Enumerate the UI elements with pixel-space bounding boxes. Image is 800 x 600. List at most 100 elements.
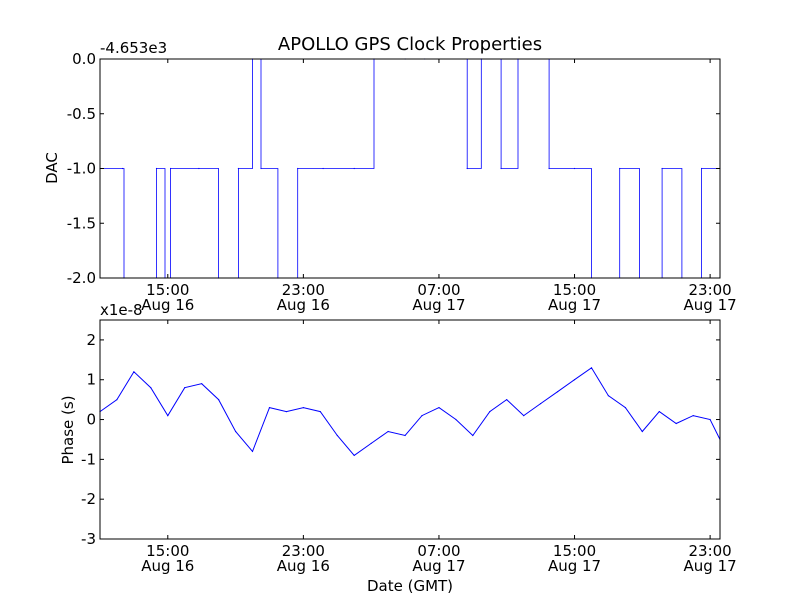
phase-data-point [455,418,457,421]
phase-data-point [438,407,440,409]
dac-data-point [122,167,124,170]
phase-data-point [353,454,355,456]
phase-data-point [675,422,677,425]
dac-data-point [466,167,468,170]
dac-data-point [701,167,703,170]
dac-xtick-label-date: Aug 17 [412,296,465,314]
phase-data-point [523,415,525,417]
figure-title: APOLLO GPS Clock Properties [278,34,542,55]
dac-xtick-label-date: Aug 16 [277,296,330,314]
phase-data-point [573,379,576,381]
dac-xtick-label-date: Aug 16 [141,296,194,314]
phase-data-point [472,434,474,437]
dac-ytick-label: 0.0 [72,50,96,68]
phase-ytick-label: 1 [86,371,96,389]
phase-xtick-label-date: Aug 16 [141,557,194,575]
dac-data-point [353,167,355,170]
phase-data-point [116,399,118,401]
phase-data-point [370,442,372,444]
phase-xtick-label-time: 23:00 [282,542,325,560]
phase-data-point [285,411,287,413]
phase-series-layer [99,367,721,457]
phase-xtick-label-time: 15:00 [553,542,596,560]
phase-data-point [387,430,389,433]
phase-data-point [235,430,237,433]
dac-data-point [297,167,299,170]
dac-ytick-label: -1.5 [67,214,96,232]
dac-data-point [661,167,663,170]
dac-data-point [500,167,502,170]
phase-ytick-label: 2 [86,331,96,349]
phase-data-point [218,399,220,401]
phase-ytick-label: 0 [86,411,96,429]
dac-ytick-label: -2.0 [67,269,96,287]
phase-yticks: 2 1 0 -1 -2 -3 [81,331,720,548]
dac-data-point [573,167,576,170]
phase-xlabel: Date (GMT) [367,577,453,595]
phase-data-point [336,434,338,437]
phase-xtick-label-time: 15:00 [146,542,189,560]
dac-xtick-label-time: 07:00 [417,281,460,299]
dac-data-point [155,167,158,170]
phase-data-point [658,411,660,413]
phase-offset-text: x1e-8 [100,301,143,319]
phase-ylabel: Phase (s) [59,395,77,464]
dac-ylabel: DAC [43,152,61,184]
phase-ytick-label: -3 [81,530,96,548]
phase-xtick-label-date: Aug 17 [684,557,737,575]
phase-ytick-label: -1 [81,450,96,468]
dac-xtick-label-date: Aug 17 [548,296,601,314]
dac-xtick-label-time: 23:00 [282,281,325,299]
dac-xtick-label-date: Aug 17 [684,296,737,314]
dac-offset-text: -4.653e3 [100,39,167,57]
phase-data-point [692,415,694,417]
phase-data-point [506,399,508,401]
phase-data-point [641,430,643,433]
phase-data-point [167,415,169,417]
dac-data-point [322,167,324,170]
phase-data-point [607,395,610,397]
phase-data-point [421,415,423,417]
dac-ytick-label: -1.0 [67,160,96,178]
phase-data-point [251,450,254,452]
phase-data-point [201,383,203,385]
phase-data-point [590,367,593,369]
dac-data-point [237,167,239,170]
dac-ytick-label: -0.5 [67,105,96,123]
phase-data-point [133,371,135,373]
dac-data-point [260,167,262,170]
phase-ytick-label: -2 [81,490,96,508]
phase-data-point [624,407,627,409]
phase-data-point [268,407,271,409]
dac-xtick-label-time: 23:00 [688,281,731,299]
phase-data-point [489,411,491,413]
phase-data-point [184,387,186,389]
dac-yticks: 0.0 -0.5 -1.0 -1.5 -2.0 [67,50,720,287]
phase-data-point [709,418,711,421]
phase-xtick-label-time: 07:00 [417,542,460,560]
dac-data-point [170,167,172,170]
phase-data-point [319,411,321,413]
phase-xtick-label-date: Aug 17 [412,557,465,575]
phase-data-point [557,391,559,393]
dac-data-point [198,167,200,170]
phase-data-point [150,387,152,389]
phase-xtick-label-date: Aug 17 [548,557,601,575]
phase-data-point [540,403,542,405]
dac-xtick-label-time: 15:00 [553,281,596,299]
phase-plot-frame [99,319,721,540]
dac-xtick-label-time: 15:00 [146,281,189,299]
phase-data-point [302,407,304,409]
dac-data-point [548,167,550,170]
phase-xtick-label-time: 23:00 [688,542,731,560]
dac-data-point [619,167,621,170]
phase-xtick-label-date: Aug 16 [277,557,330,575]
phase-series-line-0 [99,367,721,457]
phase-data-point [404,434,406,437]
